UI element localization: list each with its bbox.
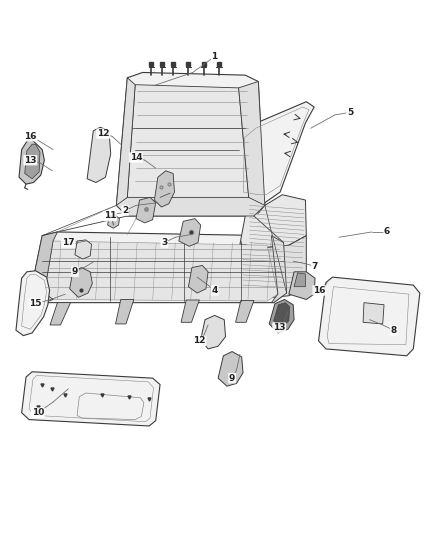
Text: 8: 8 bbox=[391, 326, 397, 335]
Polygon shape bbox=[44, 241, 278, 301]
Polygon shape bbox=[201, 316, 226, 349]
Polygon shape bbox=[117, 197, 265, 216]
Polygon shape bbox=[240, 195, 306, 248]
Text: 2: 2 bbox=[122, 206, 128, 215]
Text: 15: 15 bbox=[29, 299, 42, 308]
Polygon shape bbox=[181, 300, 199, 322]
Polygon shape bbox=[117, 72, 265, 216]
Text: 16: 16 bbox=[24, 132, 37, 141]
Polygon shape bbox=[25, 144, 40, 179]
Polygon shape bbox=[30, 232, 287, 303]
Text: 17: 17 bbox=[62, 238, 75, 247]
Polygon shape bbox=[87, 127, 111, 182]
Polygon shape bbox=[274, 303, 290, 328]
Polygon shape bbox=[19, 140, 44, 184]
Polygon shape bbox=[75, 240, 92, 259]
Polygon shape bbox=[127, 85, 249, 207]
Polygon shape bbox=[318, 277, 420, 356]
Polygon shape bbox=[294, 273, 305, 287]
Polygon shape bbox=[363, 303, 384, 324]
Polygon shape bbox=[108, 214, 120, 228]
Polygon shape bbox=[240, 236, 306, 298]
Polygon shape bbox=[16, 271, 49, 336]
Polygon shape bbox=[289, 272, 315, 300]
Polygon shape bbox=[236, 301, 254, 322]
Text: 6: 6 bbox=[384, 228, 390, 237]
Polygon shape bbox=[218, 352, 243, 386]
Text: 12: 12 bbox=[97, 129, 110, 138]
Polygon shape bbox=[188, 265, 208, 293]
Polygon shape bbox=[272, 236, 287, 303]
Text: 4: 4 bbox=[212, 286, 218, 295]
Text: 16: 16 bbox=[313, 286, 326, 295]
Polygon shape bbox=[269, 300, 294, 333]
Text: 3: 3 bbox=[161, 238, 168, 247]
Polygon shape bbox=[50, 303, 71, 325]
Polygon shape bbox=[239, 102, 314, 203]
Text: 9: 9 bbox=[72, 268, 78, 276]
Polygon shape bbox=[21, 372, 160, 426]
Polygon shape bbox=[30, 232, 57, 303]
Text: 13: 13 bbox=[24, 156, 37, 165]
Text: 5: 5 bbox=[347, 108, 353, 117]
Text: 12: 12 bbox=[193, 336, 205, 345]
Polygon shape bbox=[70, 268, 92, 297]
Polygon shape bbox=[239, 82, 265, 213]
Text: 13: 13 bbox=[273, 323, 286, 332]
Polygon shape bbox=[179, 219, 201, 246]
Text: 10: 10 bbox=[32, 408, 44, 417]
Text: 7: 7 bbox=[312, 262, 318, 271]
Polygon shape bbox=[117, 78, 135, 208]
Polygon shape bbox=[116, 300, 134, 324]
Text: 14: 14 bbox=[130, 153, 142, 162]
Polygon shape bbox=[30, 293, 53, 303]
Polygon shape bbox=[136, 197, 155, 223]
Polygon shape bbox=[154, 171, 174, 207]
Text: 9: 9 bbox=[229, 374, 235, 383]
Text: 11: 11 bbox=[104, 212, 116, 221]
Text: 1: 1 bbox=[212, 52, 218, 61]
